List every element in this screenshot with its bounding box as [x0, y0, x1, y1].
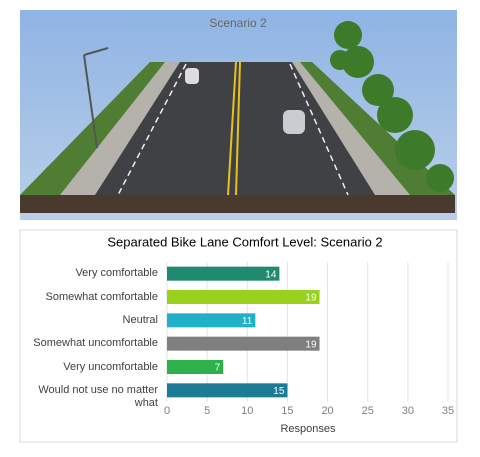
x-tick-label: 20: [321, 405, 333, 417]
x-axis-title: Responses: [280, 423, 336, 435]
data-label: 11: [242, 316, 253, 327]
data-label: 19: [305, 339, 317, 350]
x-tick-label: 15: [281, 405, 293, 417]
x-tick-label: 0: [164, 405, 170, 417]
bar: [167, 383, 288, 398]
bar: [167, 290, 320, 304]
category-label: Neutral: [122, 313, 158, 326]
image-caption: Scenario 2: [209, 16, 267, 30]
category-label: Somewhat comfortable: [45, 290, 159, 303]
chart-frame: [19, 229, 458, 443]
x-tick-label: 10: [241, 405, 253, 417]
x-tick-label: 25: [362, 405, 374, 417]
category-label: Would not use no matter what: [38, 384, 158, 410]
data-label: 15: [273, 386, 285, 397]
data-label: 19: [305, 293, 317, 304]
data-label: 7: [215, 363, 221, 374]
data-label: 14: [265, 269, 277, 280]
bar: [167, 266, 280, 281]
scenario-image: Scenario 2: [20, 10, 457, 220]
category-label: Very comfortable: [75, 267, 158, 280]
bar: [167, 360, 224, 374]
x-tick-label: 30: [402, 405, 414, 417]
chart-title: Separated Bike Lane Comfort Level: Scena…: [107, 234, 382, 249]
x-tick-label: 5: [204, 405, 210, 417]
category-label: Very uncomfortable: [63, 360, 158, 373]
bar: [167, 336, 320, 351]
category-label: Somewhat uncomfortable: [33, 337, 158, 350]
bar: [167, 313, 256, 328]
x-tick-label: 35: [442, 405, 454, 417]
